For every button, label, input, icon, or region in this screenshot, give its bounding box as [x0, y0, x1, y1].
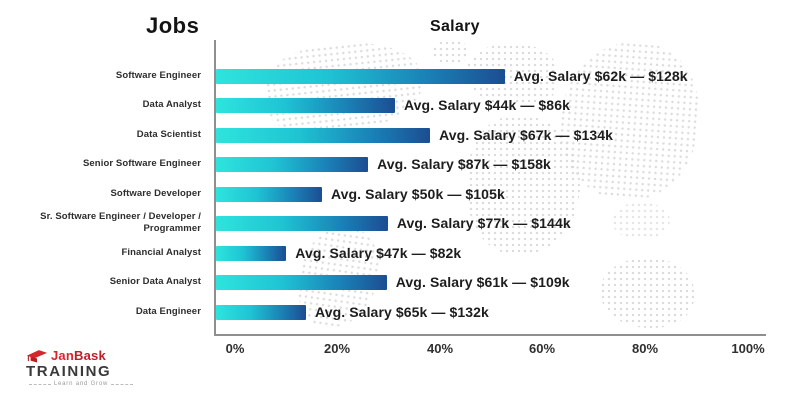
- table-row: Software Developer Avg. Salary $50k — $1…: [0, 186, 800, 202]
- salary-range-label: Avg. Salary $50k — $105k: [330, 186, 505, 202]
- salary-range-label: Avg. Salary $87k — $158k: [377, 156, 551, 172]
- map-blob-southeast-asia: [612, 202, 670, 240]
- salary-bar: [216, 97, 395, 113]
- x-axis: 0% 20% 40% 60% 80% 100%: [214, 341, 765, 357]
- salary-range-label: Avg. Salary $67k — $134k: [439, 127, 613, 143]
- table-row: Senior Data Analyst Avg. Salary $61k — $…: [0, 274, 800, 290]
- table-row: Data Analyst Avg. Salary $44k — $86k: [0, 97, 800, 113]
- table-row: Financial Analyst Avg. Salary $47k — $82…: [0, 245, 800, 261]
- job-label: Data Engineer: [135, 306, 201, 318]
- job-label: Software Engineer: [115, 70, 201, 82]
- x-tick: 20%: [323, 341, 351, 356]
- table-row: Data Engineer Avg. Salary $65k — $132k: [0, 304, 800, 320]
- salary-bar: [216, 245, 287, 261]
- jobs-column-title: Jobs: [146, 13, 200, 38]
- plot-axes: [214, 40, 766, 336]
- salary-bar: [216, 68, 505, 84]
- logo-text-training: TRAINING: [26, 363, 112, 380]
- table-row: Software Engineer Avg. Salary $62k — $12…: [0, 68, 800, 84]
- salary-bar: [216, 127, 431, 143]
- salary-range-label: Avg. Salary $65k — $132k: [315, 304, 489, 320]
- janbask-training-logo: JanBask TRAINING Learn and Grow: [26, 347, 136, 387]
- job-label: Sr. Software Engineer / Developer / Prog…: [40, 211, 201, 234]
- salary-chart-title: Salary: [430, 18, 480, 35]
- salary-bar: [216, 304, 307, 320]
- salary-bar: [216, 186, 322, 202]
- x-tick: 40%: [426, 341, 454, 356]
- salary-bar: [216, 215, 388, 231]
- job-label: Data Analyst: [142, 99, 201, 111]
- job-label: Software Developer: [110, 188, 201, 200]
- table-row: Senior Software Engineer Avg. Salary $87…: [0, 156, 800, 172]
- logo-text-jan: Jan: [51, 348, 75, 363]
- salary-range-label: Avg. Salary $77k — $144k: [396, 215, 571, 231]
- salary-range-label: Avg. Salary $61k — $109k: [395, 274, 570, 290]
- logo-text-bask: Bask: [74, 348, 106, 363]
- x-tick: 100%: [731, 341, 765, 356]
- job-label: Data Scientist: [136, 129, 201, 141]
- job-label: Senior Data Analyst: [109, 276, 201, 288]
- x-tick: 80%: [631, 341, 659, 356]
- job-label: Senior Software Engineer: [82, 158, 201, 170]
- x-tick: 60%: [528, 341, 556, 356]
- x-tick: 0%: [225, 341, 245, 356]
- salary-range-label: Avg. Salary $62k — $128k: [513, 68, 688, 84]
- graduation-cap-icon: [26, 349, 48, 362]
- salary-range-label: Avg. Salary $44k — $86k: [403, 97, 570, 113]
- logo-tagline: Learn and Grow: [26, 381, 136, 387]
- table-row: Sr. Software Engineer / Developer / Prog…: [0, 211, 800, 234]
- salary-range-label: Avg. Salary $47k — $82k: [295, 245, 462, 261]
- map-blob-australia: [600, 258, 694, 328]
- salary-bar: [216, 274, 387, 290]
- salary-bar: [216, 156, 369, 172]
- table-row: Data Scientist Avg. Salary $67k — $134k: [0, 127, 800, 143]
- map-blob-greenland: [432, 40, 470, 64]
- job-label: Financial Analyst: [121, 247, 201, 259]
